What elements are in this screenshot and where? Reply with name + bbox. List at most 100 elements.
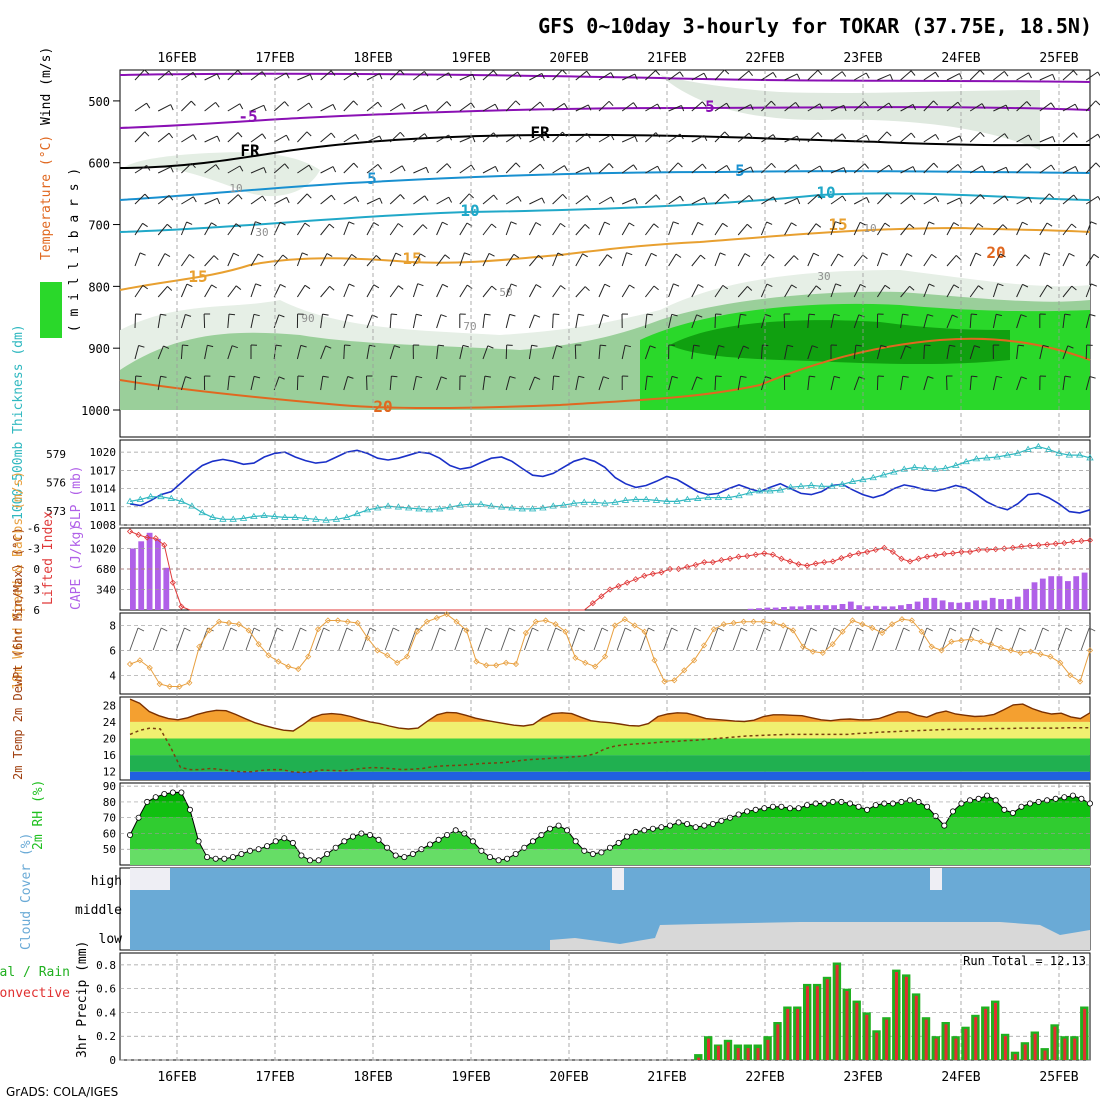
temperature-contour-label: 15 [402,249,421,268]
rh-point [153,795,158,800]
li-ylabel-text: Lifted Index [41,511,56,605]
precip-convective-bar [796,1009,799,1060]
rh-point [702,823,707,828]
cloud-clear-high [612,868,624,890]
cloud-ylabel-text: Cloud Cover (%) [19,833,34,950]
precip-ylabel-text: 3hr Precip (mm) [75,941,90,1058]
rh-point [856,804,861,809]
cape-bar [798,606,804,610]
rh-point [950,809,955,814]
precip-convective-bar [994,1003,997,1060]
precip-convective-bar [697,1058,700,1060]
wind-barb [344,345,345,359]
rh-legend-swatch [40,282,62,338]
slp-tick-label: 1017 [90,464,117,477]
cape-bar [1040,579,1046,610]
wind-barb [506,345,507,359]
precip-convective-bar [786,1009,789,1060]
temperature-contour-label: FR [240,141,260,160]
precip-convective-bar [1004,1036,1007,1060]
wind-barb-flag [1091,222,1097,224]
precip-convective-bar [905,977,908,1060]
rh-point [179,790,184,795]
rh-point [1062,795,1067,800]
li-tick-label: 6 [33,604,40,617]
rh-point [290,840,295,845]
cape-bar [790,606,796,610]
panel-slp [120,440,1090,525]
rh-point [530,839,535,844]
wind-barb [784,314,785,328]
rh-point [659,825,664,830]
cloud-layer-label: high [91,874,122,889]
precip-convective-bar [766,1040,769,1060]
rh-point [693,825,698,830]
rh-point [865,807,870,812]
cape-tick-label: 340 [96,584,116,597]
temperature-contour-label: 20 [986,243,1005,262]
rh-point [436,837,441,842]
rh-tick-label: 50 [103,843,116,856]
precip-convective-bar [737,1048,740,1060]
meteogram-panels: 16FEB16FEB17FEB17FEB18FEB18FEB19FEB19FEB… [0,47,1100,1085]
rh-point [376,837,381,842]
cape-bar [1015,597,1021,610]
wind-barb [715,376,716,390]
precip-convective-bar [925,1020,928,1060]
date-label-top: 16FEB [157,51,196,66]
chart-title: GFS 0~10day 3-hourly for TOKAR (37.75E, … [538,14,1092,38]
rh-point [942,823,947,828]
rh-point [753,807,758,812]
precip-convective-bar [1034,1034,1037,1060]
cloud-layer-label: middle [75,903,122,918]
rh-point [410,851,415,856]
wind-barb-flag [391,314,397,315]
cape-bar [1023,589,1029,610]
date-label-bottom: 18FEB [353,1070,392,1085]
rh-point [710,821,715,826]
slp-ylabel-text: SLP (mb) [69,465,84,528]
pressure-tick-label: 600 [88,157,110,171]
precip-convective-bar [747,1048,750,1060]
cape-tick-label: 680 [96,563,116,576]
wind-tick-label: 4 [109,669,116,682]
rh-point [273,839,278,844]
cape-bar [1032,582,1038,610]
rh-contour-label: 30 [255,226,268,239]
precip-tick-label: 0 [109,1054,116,1067]
date-label-top: 20FEB [549,51,588,66]
wind-barb [135,376,136,390]
wind-barb-flag [971,314,977,315]
rh-point [505,856,510,861]
precip-ylabel: 3hr Precip (mm) [75,941,90,1058]
wind-barb-flag [554,376,560,377]
cape-bar [781,607,787,610]
rh-point [487,855,492,860]
credit-text: GrADS: COLA/IGES [6,1085,118,1099]
rh-point [676,820,681,825]
li-tick-label: 3 [33,584,40,597]
cape-bar [756,608,762,610]
wind-barb-flag [229,314,235,315]
cape-bar [873,606,879,610]
rh-point [213,856,218,861]
rh-point [616,840,621,845]
cape-bar [848,602,854,610]
rh-point [745,809,750,814]
wind-barb-flag [1090,377,1096,379]
rh-point [1002,807,1007,812]
rh-point [1079,796,1084,801]
wind-barb [204,314,205,328]
precip-convective-bar [964,1029,967,1060]
cape-bar [856,605,862,610]
temperature-contour-label: 15 [828,215,847,234]
precip-convective-bar [1014,1054,1017,1060]
date-label-top: 25FEB [1039,51,1078,66]
date-label-bottom: 17FEB [255,1070,294,1085]
rh-contour-label: 50 [499,286,512,299]
cape-bar [898,605,904,610]
cape-bar [973,600,979,610]
rh-point [719,818,724,823]
cape-bar [998,599,1004,610]
